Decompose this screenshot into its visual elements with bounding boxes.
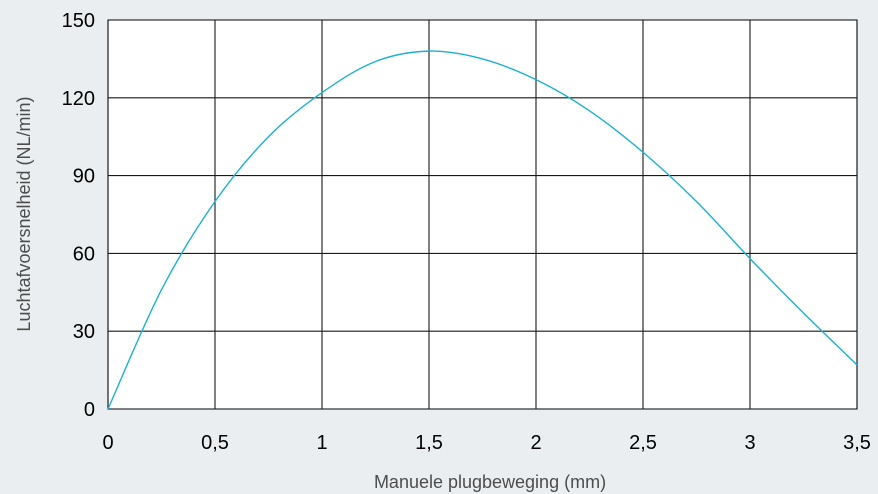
x-tick-label: 3 [744, 432, 755, 454]
y-tick-label: 90 [73, 166, 95, 188]
x-tick-label: 0,5 [201, 432, 229, 454]
x-tick-label: 1 [316, 432, 327, 454]
y-tick-label: 30 [73, 321, 95, 343]
x-tick-label: 2 [530, 432, 541, 454]
x-tick-label: 2,5 [629, 432, 657, 454]
plot-area [107, 19, 858, 410]
series-line [107, 50, 858, 410]
grid [107, 19, 858, 410]
x-tick-label: 1,5 [415, 432, 443, 454]
y-tick-labels: 0 30 60 90 120 150 [62, 10, 95, 421]
x-axis-title: Manuele plugbeweging (mm) [374, 472, 606, 492]
x-tick-labels: 0 0,5 1 1,5 2 2,5 3 3,5 [102, 432, 870, 454]
y-tick-label: 0 [84, 399, 95, 421]
x-tick-label: 3,5 [843, 432, 871, 454]
y-tick-label: 60 [73, 243, 95, 265]
x-tick-label: 0 [102, 432, 113, 454]
y-tick-label: 120 [62, 88, 95, 110]
y-tick-label: 150 [62, 10, 95, 32]
y-axis-title: Luchtafvoersnelheid (NL/min) [14, 96, 34, 331]
